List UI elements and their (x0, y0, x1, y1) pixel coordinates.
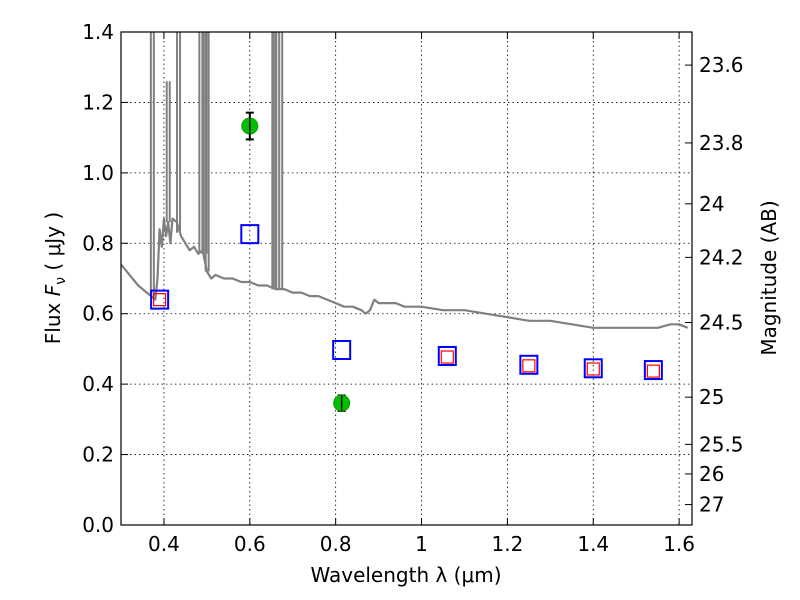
model-photometry-square (437, 345, 457, 366)
plot-area (121, 32, 689, 412)
synthetic-photometry-square (153, 293, 167, 307)
y2-tick-label: 23.6 (699, 53, 744, 77)
model-photometry-square (150, 289, 170, 310)
y-tick-label: 0.0 (82, 513, 114, 537)
emission-line (204, 32, 210, 272)
y-tick-label: 1.4 (82, 20, 114, 44)
y2-tick-label: 27 (699, 493, 724, 517)
spectrum-line (121, 217, 689, 329)
y-tick-label: 0.8 (82, 231, 114, 255)
synthetic-photometry-square (586, 362, 600, 376)
x-tick-label: 0.6 (234, 532, 266, 556)
emission-line (149, 32, 155, 297)
y-tick-label: 1.2 (82, 90, 114, 114)
x-tick-label: 1 (415, 532, 428, 556)
x-axis-title: Wavelength λ (μm) (310, 563, 501, 587)
y2-tick-label: 25 (699, 385, 724, 409)
x-tick-label: 1.4 (577, 532, 609, 556)
model-photometry-square (583, 358, 603, 379)
x-tick-label: 0.4 (148, 532, 180, 556)
emission-line (176, 32, 182, 233)
y2-tick-label: 24.5 (699, 311, 744, 335)
model-photometry-square (643, 360, 663, 381)
emission-line (278, 32, 284, 290)
tick-labels: 0.4 0.6 0.8 1 1.2 1.4 1.6 0.0 0.2 0.4 0.6 0.8 1.0 1.2… (82, 20, 743, 556)
x-tick-label: 1.2 (491, 532, 523, 556)
emission-line (165, 81, 171, 223)
synthetic-photometry-square (522, 359, 536, 373)
y2-tick-label: 24 (699, 192, 724, 216)
y-tick-label: 0.6 (82, 302, 114, 326)
y-tick-label: 1.0 (82, 161, 114, 185)
grid (121, 32, 692, 525)
y-tick-label: 0.4 (82, 372, 114, 396)
emission-line (272, 32, 278, 290)
model-photometry-square (240, 224, 260, 245)
axes-frame (120, 31, 693, 526)
model-photometry-square (519, 354, 539, 375)
emission-line (198, 32, 204, 254)
model-photometry-square (332, 339, 352, 360)
x-tick-label: 0.8 (320, 532, 352, 556)
synthetic-photometry-square (440, 350, 454, 364)
y-tick-label: 0.2 (82, 443, 114, 467)
y2-axis-title: Magnitude (AB) (757, 200, 781, 355)
y2-tick-label: 25.5 (699, 432, 744, 456)
y2-tick-label: 24.2 (699, 245, 744, 269)
plot-frame (120, 31, 693, 526)
x-tick-label: 1.6 (663, 532, 695, 556)
y-axis-title: Flux Fν ( μJy ) (41, 212, 69, 344)
synthetic-photometry-square (646, 364, 660, 378)
y2-tick-label: 23.8 (699, 131, 744, 155)
y2-tick-label: 26 (699, 462, 724, 486)
